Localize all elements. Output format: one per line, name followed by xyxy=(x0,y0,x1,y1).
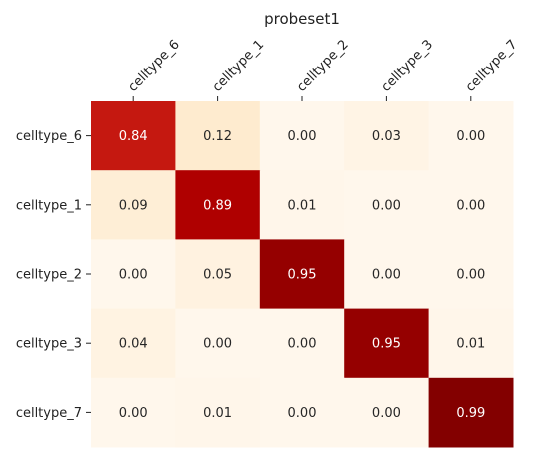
cell-value-label-4-0: 0.00 xyxy=(119,406,148,421)
heatmap-cell-0-0 xyxy=(91,101,176,171)
cell-value-label-0-2: 0.00 xyxy=(288,129,317,144)
cell-value-label-2-4: 0.00 xyxy=(456,268,485,283)
cell-value-label-0-4: 0.00 xyxy=(456,129,485,144)
cell-value-label-0-1: 0.12 xyxy=(203,129,232,144)
cell-value-label-1-1: 0.89 xyxy=(203,198,232,213)
y-tick-label-1: celltype_1 xyxy=(16,198,82,213)
heatmap-cell-3-0 xyxy=(91,308,176,379)
cell-value-label-2-1: 0.05 xyxy=(203,268,232,283)
heatmap-cell-3-4 xyxy=(428,308,514,379)
heatmap-cell-0-2 xyxy=(259,101,345,171)
heatmap-cell-0-3 xyxy=(344,101,430,171)
heatmap-cell-2-0 xyxy=(91,239,176,310)
heatmap-cell-1-4 xyxy=(428,170,514,240)
heatmap-cell-1-2 xyxy=(259,170,345,240)
x-tick-label-0: celltype_6 xyxy=(125,37,182,94)
x-axis-ticks: celltype_6 celltype_1 celltype_2 celltype_3… xyxy=(125,37,520,101)
cell-value-label-3-3: 0.95 xyxy=(372,337,401,352)
cell-value-label-3-1: 0.00 xyxy=(203,337,232,352)
heatmap-cell-3-3 xyxy=(344,308,430,379)
heatmap-cell-3-1 xyxy=(175,308,261,379)
heatmap-cell-1-1 xyxy=(175,170,261,240)
cell-value-label-2-0: 0.00 xyxy=(119,268,148,283)
cell-value-label-1-3: 0.00 xyxy=(372,198,401,213)
y-tick-label-0: celltype_6 xyxy=(16,129,82,144)
cell-value-label-3-0: 0.04 xyxy=(119,337,148,352)
y-axis-ticks: celltype_6 celltype_1 celltype_2 celltype_3… xyxy=(16,129,91,421)
cell-value-label-3-2: 0.00 xyxy=(288,337,317,352)
cell-value-label-1-0: 0.09 xyxy=(119,198,148,213)
heatmap-cell-4-4 xyxy=(428,377,514,448)
heatmap-cell-2-3 xyxy=(344,239,430,310)
x-tick-label-3: celltype_3 xyxy=(379,37,436,94)
cell-value-label-0-0: 0.84 xyxy=(119,129,148,144)
heatmap-cell-2-2 xyxy=(259,239,345,310)
cell-value-label-3-4: 0.01 xyxy=(456,337,485,352)
x-tick-label-4: celltype_7 xyxy=(463,37,520,94)
y-tick-label-3: celltype_3 xyxy=(16,337,82,352)
heatmap-cell-2-4 xyxy=(428,239,514,310)
heatmap-cells: 0.84 0.12 0.00 0.03 0.00 0.09 0.89 0.01 0.00 0.00… xyxy=(91,101,514,448)
heatmap-cell-2-1 xyxy=(175,239,261,310)
cell-value-label-2-2: 0.95 xyxy=(288,268,317,283)
heatmap-cell-4-1 xyxy=(175,377,261,448)
y-tick-label-4: celltype_7 xyxy=(16,406,82,421)
x-tick-label-2: celltype_2 xyxy=(294,37,351,94)
cell-value-label-4-4: 0.99 xyxy=(456,406,485,421)
cell-value-label-4-3: 0.00 xyxy=(372,406,401,421)
cell-value-label-4-1: 0.01 xyxy=(203,406,232,421)
cell-value-label-0-3: 0.03 xyxy=(372,129,401,144)
x-tick-label-1: celltype_1 xyxy=(210,37,267,94)
heatmap-cell-1-0 xyxy=(91,170,176,240)
cell-value-label-1-4: 0.00 xyxy=(456,198,485,213)
heatmap-cell-1-3 xyxy=(344,170,430,240)
cell-value-label-4-2: 0.00 xyxy=(288,406,317,421)
y-tick-label-2: celltype_2 xyxy=(16,268,82,283)
heatmap-cell-0-4 xyxy=(428,101,514,171)
heatmap-cell-4-0 xyxy=(91,377,176,448)
heatmap-cell-4-2 xyxy=(259,377,345,448)
heatmap-cell-4-3 xyxy=(344,377,430,448)
cell-value-label-1-2: 0.01 xyxy=(288,198,317,213)
chart-title: probeset1 xyxy=(264,10,340,28)
heatmap-cell-3-2 xyxy=(259,308,345,379)
heatmap-cell-0-1 xyxy=(175,101,261,171)
cell-value-label-2-3: 0.00 xyxy=(372,268,401,283)
